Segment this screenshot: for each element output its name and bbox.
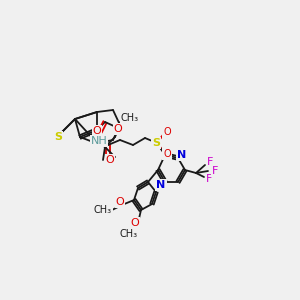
Text: O: O — [93, 126, 101, 136]
Text: O: O — [130, 218, 140, 228]
Text: CH₃: CH₃ — [94, 205, 112, 215]
Text: F: F — [207, 157, 213, 167]
Text: S: S — [54, 132, 62, 142]
Text: N: N — [156, 180, 166, 190]
Text: S: S — [152, 138, 160, 148]
Text: O: O — [116, 197, 124, 207]
Text: O: O — [114, 124, 122, 134]
Text: NH: NH — [91, 136, 107, 146]
Text: F: F — [212, 166, 218, 176]
Text: N: N — [177, 150, 187, 160]
Text: O: O — [106, 155, 114, 165]
Text: CH₃: CH₃ — [121, 113, 139, 123]
Text: F: F — [206, 174, 212, 184]
Text: O: O — [163, 149, 171, 159]
Text: CH₃: CH₃ — [120, 229, 138, 239]
Text: O: O — [163, 127, 171, 137]
